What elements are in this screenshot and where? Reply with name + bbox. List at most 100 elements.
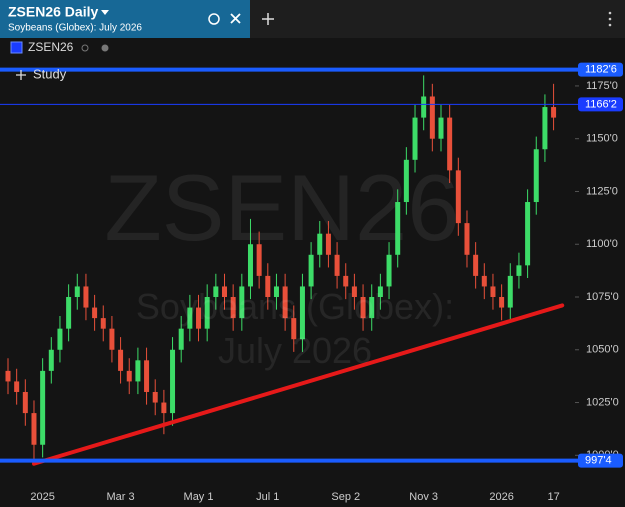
candle-body [499,297,505,308]
candle-body [256,244,262,276]
candle-body [135,360,141,382]
settings-icon[interactable] [101,44,109,52]
detach-icon[interactable] [208,13,220,25]
x-tick-label: Mar 3 [107,491,135,503]
candle-body [490,286,496,298]
candle-body [395,202,401,255]
candle-body [230,297,236,319]
watermark: ZSEN26 [104,155,459,260]
candle-body [308,254,314,287]
candle-body [14,381,20,392]
candle-body [83,286,89,308]
candle-body [351,286,357,298]
watermark-subtitle: Soybeans (Globex): July 2026 [135,286,455,371]
candle-body [542,107,548,150]
candle-body [144,360,150,392]
candle-body [438,117,444,139]
candle-body [48,349,54,371]
x-tick-label: Jul 1 [256,491,279,503]
candle-body [170,349,176,414]
candle-body [291,318,297,340]
candle-body [325,233,331,255]
y-tick-label: 1075'0 [586,291,619,303]
candle-body [204,297,210,329]
x-tick-label: May 1 [184,491,214,503]
candle-body [429,96,435,139]
add-tab-icon[interactable] [262,13,274,25]
candle-body [551,107,557,118]
plot: 1000'01025'01050'01075'01100'01125'01150… [0,62,623,503]
candle-body [152,391,158,403]
price-label: 997'4 [585,454,612,466]
candle-body [57,328,63,350]
candle-body [473,254,479,276]
candle-body [421,96,427,118]
y-tick-label: 1150'0 [586,133,618,145]
price-label: 1166'2 [585,98,617,110]
menu-icon[interactable] [608,11,612,27]
candle-body [334,254,340,276]
candle-body [299,286,305,340]
candle-body [22,391,28,414]
candle-body [66,297,72,329]
candle-body [403,159,409,203]
candle-body [507,275,513,308]
y-tick-label: 1025'0 [586,396,619,408]
price-label-box [578,453,623,468]
candle-body [161,402,167,414]
candle-body [187,307,193,329]
candle-body [377,286,383,298]
candle-body [239,286,245,319]
legend-swatch [10,41,23,54]
candle-body [109,328,115,350]
dropdown-icon[interactable] [101,10,109,15]
candle-body [447,117,453,171]
price-label: 1182'6 [585,63,617,75]
candle-body [31,413,37,445]
candle-body [92,307,98,319]
candle-body [455,170,461,224]
candle-body [74,286,80,298]
y-tick-label: 1125'0 [586,185,618,197]
candle-body [100,318,106,329]
y-tick-label: 1100'0 [586,238,618,250]
close-icon[interactable] [230,13,241,24]
study-button[interactable]: Study [33,66,67,81]
study-plus-icon[interactable] [16,70,26,80]
x-tick-label: 2026 [489,491,513,503]
candle-body [360,297,366,319]
visibility-icon[interactable] [81,44,89,52]
candle-body [265,275,271,298]
candle-body [5,370,11,382]
x-tick-label: 2025 [30,491,54,503]
candle-body [525,202,531,266]
y-tick-label: 1175'0 [586,80,618,92]
legend-label[interactable]: ZSEN26 [28,40,74,54]
candle-body [118,349,124,371]
candle-body [481,275,487,287]
trendline [31,303,565,466]
price-label-box [578,97,623,112]
y-tick-label: 1050'0 [586,344,619,356]
x-tick-label: 17 [547,491,559,503]
candle-body [126,370,132,382]
candle-body [412,117,418,160]
x-tick-label: Sep 2 [331,491,360,503]
candle-body [386,254,392,287]
candle-body [317,233,323,255]
candle-body [533,149,539,203]
candle-body [369,297,375,319]
candle-body [40,370,46,445]
candle-body [247,244,253,287]
price-label-box [578,62,623,77]
tab-title: ZSEN26 Daily [8,4,98,20]
candle-body [178,328,184,350]
x-tick-label: Nov 3 [409,491,438,503]
candle-body [196,307,202,329]
candle-body [222,286,227,298]
candle-body [464,223,470,255]
candle-body [213,286,219,298]
